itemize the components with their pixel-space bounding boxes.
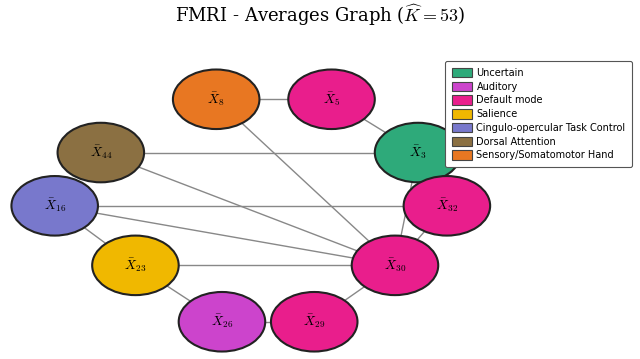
Ellipse shape xyxy=(58,123,144,182)
Ellipse shape xyxy=(288,70,375,129)
Ellipse shape xyxy=(173,70,259,129)
Text: $\bar{X}_{16}$: $\bar{X}_{16}$ xyxy=(44,197,66,214)
Ellipse shape xyxy=(179,292,265,351)
Text: $\bar{X}_{5}$: $\bar{X}_{5}$ xyxy=(323,90,340,108)
Text: $\bar{X}_{3}$: $\bar{X}_{3}$ xyxy=(409,144,427,161)
Ellipse shape xyxy=(404,176,490,236)
Ellipse shape xyxy=(375,123,461,182)
Ellipse shape xyxy=(12,176,98,236)
Text: $\bar{X}_{8}$: $\bar{X}_{8}$ xyxy=(207,90,225,108)
Ellipse shape xyxy=(352,236,438,295)
Ellipse shape xyxy=(92,236,179,295)
Text: $\bar{X}_{26}$: $\bar{X}_{26}$ xyxy=(211,313,233,330)
Title: FMRI - Averages Graph ($\widehat{K} = 53$): FMRI - Averages Graph ($\widehat{K} = 53… xyxy=(175,3,465,28)
Ellipse shape xyxy=(271,292,358,351)
Text: $\bar{X}_{44}$: $\bar{X}_{44}$ xyxy=(90,144,112,161)
Text: $\bar{X}_{29}$: $\bar{X}_{29}$ xyxy=(303,313,325,330)
Legend: Uncertain, Auditory, Default mode, Salience, Cingulo-opercular Task Control, Dor: Uncertain, Auditory, Default mode, Salie… xyxy=(445,61,632,167)
Text: $\bar{X}_{30}$: $\bar{X}_{30}$ xyxy=(384,257,406,274)
Text: $\bar{X}_{32}$: $\bar{X}_{32}$ xyxy=(436,197,458,214)
Text: $\bar{X}_{23}$: $\bar{X}_{23}$ xyxy=(124,257,147,274)
